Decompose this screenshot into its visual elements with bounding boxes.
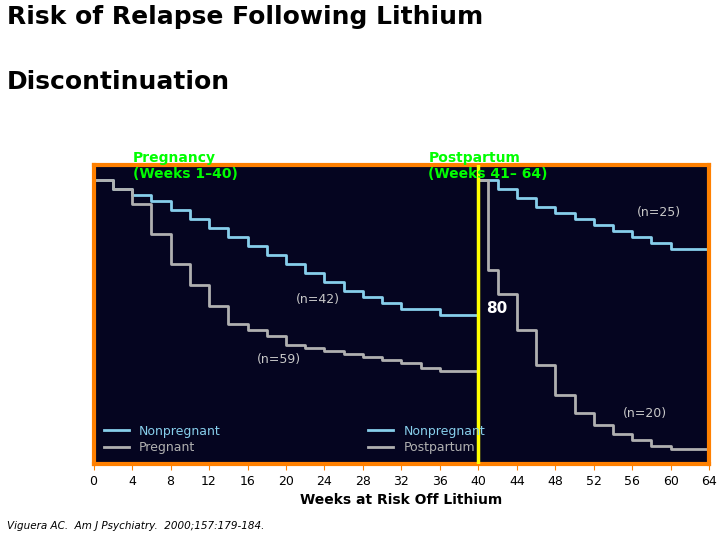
Text: 80: 80	[486, 301, 508, 316]
Legend: Nonpregnant, Postpartum: Nonpregnant, Postpartum	[364, 421, 489, 458]
Text: (n=59): (n=59)	[257, 353, 301, 366]
Text: Viguera AC.  Am J Psychiatry.  2000;157:179-184.: Viguera AC. Am J Psychiatry. 2000;157:17…	[7, 521, 264, 531]
Text: Discontinuation: Discontinuation	[7, 70, 230, 94]
Text: (n=20): (n=20)	[623, 407, 667, 420]
Text: Risk of Relapse Following Lithium: Risk of Relapse Following Lithium	[7, 5, 483, 29]
Text: (n=42): (n=42)	[296, 293, 340, 306]
Text: Postpartum
(Weeks 41– 64): Postpartum (Weeks 41– 64)	[428, 151, 548, 181]
X-axis label: Weeks at Risk Off Lithium: Weeks at Risk Off Lithium	[300, 494, 503, 508]
Text: Pregnancy
(Weeks 1–40): Pregnancy (Weeks 1–40)	[133, 151, 238, 181]
Y-axis label: % Remaining Stable: % Remaining Stable	[41, 251, 54, 378]
Text: (n=25): (n=25)	[637, 206, 681, 219]
